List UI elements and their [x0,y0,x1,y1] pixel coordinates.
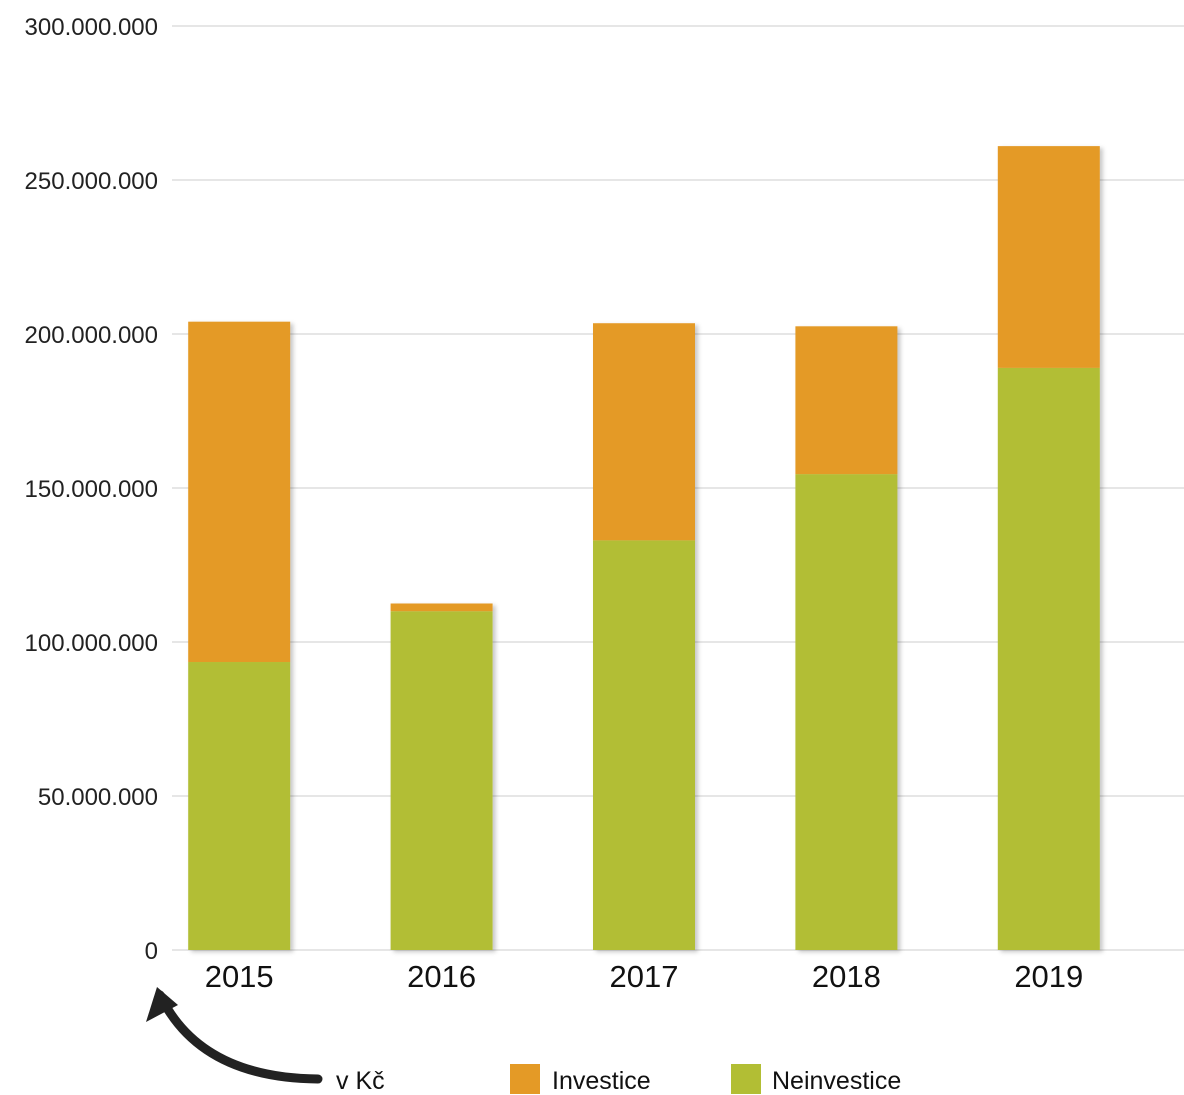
bar-investice-2015 [188,321,291,663]
bar-investice-2018 [795,326,898,475]
x-tick-label: 2019 [1014,959,1083,994]
bar-stack-2016 [390,603,493,950]
x-tick-label: 2018 [812,959,881,994]
y-tick-label: 200.000.000 [25,322,158,349]
bar-stack-2017 [593,323,695,950]
unit-note-text: v Kč [336,1067,385,1095]
legend: Investice Neinvestice [510,1064,901,1095]
bar-neinvestice-2018 [795,474,898,950]
legend-label-investice: Investice [552,1067,651,1095]
y-tick-label: 0 [145,938,158,965]
x-tick-label: 2015 [205,959,274,994]
bars [188,146,1100,950]
legend-label-neinvestice: Neinvestice [772,1067,901,1095]
y-axis-ticks: 0 50.000.000 100.000.000 150.000.000 200.000… [25,14,158,965]
bar-investice-2016 [390,603,493,612]
x-axis-categories: 2015 2016 2017 2018 2019 [205,959,1084,994]
unit-note: v Kč [146,987,385,1095]
bar-stack-2019 [997,146,1100,950]
bar-stack-2018 [795,326,898,950]
bar-investice-2017 [593,323,695,541]
y-tick-label: 100.000.000 [25,630,158,657]
y-tick-label: 50.000.000 [38,784,158,811]
bar-neinvestice-2019 [997,367,1100,950]
bar-neinvestice-2016 [390,611,493,950]
x-tick-label: 2017 [610,959,679,994]
x-tick-label: 2016 [407,959,476,994]
y-tick-label: 150.000.000 [25,476,158,503]
bar-neinvestice-2017 [593,540,695,950]
bar-neinvestice-2015 [188,662,291,950]
y-tick-label: 250.000.000 [25,168,158,195]
bar-investice-2019 [997,146,1100,368]
legend-swatch-investice [510,1064,540,1094]
legend-swatch-neinvestice [731,1064,761,1094]
unit-arrow-icon [155,990,323,1084]
unit-arrowhead-icon [146,987,178,1022]
y-tick-label: 300.000.000 [25,14,158,41]
bar-stack-2015 [188,321,291,950]
